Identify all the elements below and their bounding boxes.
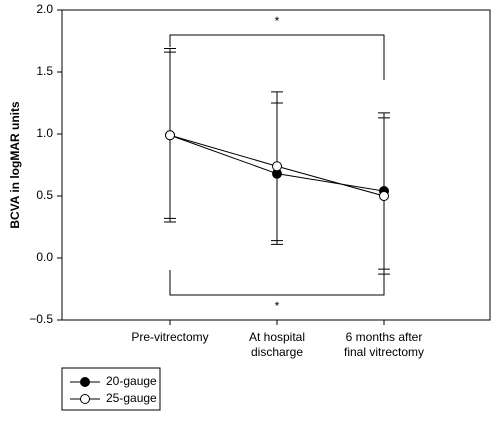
bracket [169, 270, 385, 296]
x-tick-label: Pre-vitrectomy [131, 330, 209, 344]
marker [379, 191, 389, 201]
x-tick-label: At hospital discharge [248, 330, 306, 359]
y-tick-label: 1.5 [36, 64, 53, 78]
y-tick-label: 2.0 [36, 2, 53, 16]
y-tick-label: −0.5 [29, 312, 53, 326]
legend-box [61, 367, 161, 411]
legend-label: 25-gauge [106, 391, 157, 405]
y-tick-label: 0.5 [36, 188, 53, 202]
legend-label: 20-gauge [106, 374, 157, 388]
y-tick-label: 1.0 [36, 126, 53, 140]
y-tick-label: 0.0 [36, 250, 53, 264]
marker [165, 130, 175, 141]
y-axis-label: BCVA in logMAR units [8, 101, 22, 229]
x-tick-label: 6 months after final vitrectomy [343, 330, 425, 359]
bracket [169, 34, 385, 80]
legend-marker [80, 377, 90, 387]
annotation: * [275, 299, 280, 313]
legend-marker [80, 394, 90, 404]
annotation: * [275, 14, 280, 28]
marker [272, 161, 282, 172]
plot-frame [61, 9, 491, 321]
